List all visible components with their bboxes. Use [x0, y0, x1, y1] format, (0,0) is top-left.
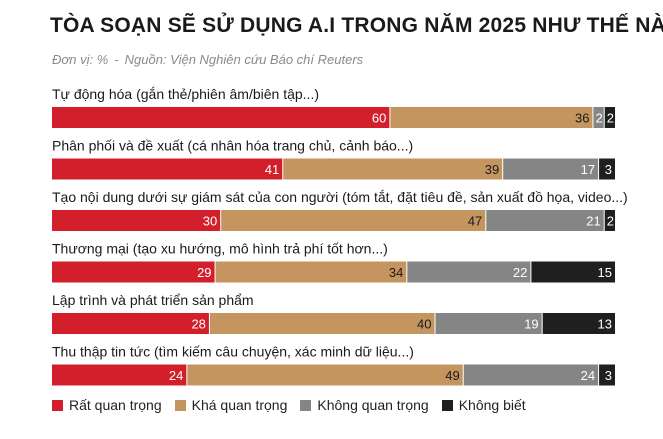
legend-label: Không quan trọng: [317, 397, 429, 413]
data-label: 3: [605, 162, 612, 177]
data-label: 30: [203, 214, 217, 229]
chart-legend: Rất quan trọng Khá quan trọng Không quan t…: [52, 397, 539, 413]
bar-segment: [52, 261, 215, 283]
legend-swatch: [174, 399, 186, 411]
bar-segment: [52, 107, 390, 128]
bar-segment: [221, 210, 486, 231]
subtitle-unit: Đơn vị: %: [52, 52, 109, 67]
category-label: Thu thập tin tức (tìm kiếm câu chuyện, x…: [52, 344, 414, 360]
legend-item: Không biết: [441, 397, 526, 413]
data-label: 3: [605, 368, 612, 383]
bar-segment: [604, 210, 615, 231]
data-label: 36: [575, 111, 589, 126]
category-label: Thương mại (tạo xu hướng, mô hình trả ph…: [52, 241, 388, 257]
bar-segment: [52, 210, 221, 231]
data-label: 28: [191, 317, 205, 332]
bar-segment: [390, 107, 593, 128]
data-label: 2: [595, 111, 602, 126]
bar-segment: [599, 364, 615, 386]
data-label: 29: [197, 265, 211, 280]
bar-segment: [283, 158, 503, 180]
bar-segment: [209, 313, 435, 334]
subtitle-source: Nguồn: Viện Nghiên cứu Báo chí Reuters: [124, 52, 364, 67]
data-label: 24: [581, 368, 595, 383]
data-label: 2: [607, 111, 614, 126]
category-label: Tự động hóa (gắn thẻ/phiên âm/biên tập..…: [52, 86, 319, 102]
bar-segment: [435, 313, 542, 334]
bar-segment: [531, 261, 615, 283]
legend-swatch: [52, 399, 63, 411]
legend-swatch: [441, 399, 453, 411]
bar-segment: [486, 210, 604, 231]
data-label: 60: [372, 111, 386, 126]
bar-segment: [593, 107, 604, 128]
legend-label: Rất quan trọng: [69, 397, 162, 413]
bar-segment: [604, 107, 615, 128]
data-label: 34: [389, 265, 403, 280]
data-label: 15: [598, 265, 612, 280]
legend-item: Khá quan trọng: [174, 397, 288, 413]
data-label: 22: [513, 265, 527, 280]
chart-title: TÒA SOẠN SẼ SỬ DỤNG A.I TRONG NĂM 2025 N…: [50, 14, 663, 37]
data-label: 17: [581, 162, 595, 177]
chart-subtitle: Đơn vị: % - Nguồn: Viện Nghiên cứu Báo chí…: [52, 52, 363, 67]
legend-item: Rất quan trọng: [52, 397, 162, 413]
data-label: 2: [607, 214, 614, 229]
bar-segment: [52, 364, 187, 386]
legend-swatch: [300, 399, 312, 411]
data-label: 40: [417, 317, 431, 332]
legend-item: Không quan trọng: [300, 397, 429, 413]
bar-segment: [542, 313, 615, 334]
data-label: 41: [265, 162, 279, 177]
category-label: Lập trình và phát triển sản phẩm: [52, 292, 254, 308]
bar-segment: [463, 364, 599, 386]
bar-segment: [52, 313, 209, 334]
data-label: 49: [445, 368, 459, 383]
data-label: 21: [586, 214, 600, 229]
category-label: Phân phối và đề xuất (cá nhân hóa trang …: [52, 138, 413, 154]
data-label: 13: [598, 317, 612, 332]
legend-label: Không biết: [458, 397, 526, 413]
data-label: 24: [169, 368, 183, 383]
bar-segment: [599, 158, 615, 180]
subtitle-separator: -: [114, 52, 119, 67]
bar-segment: [187, 364, 463, 386]
bar-segment: [215, 261, 407, 283]
data-label: 39: [485, 162, 499, 177]
data-label: 19: [524, 317, 538, 332]
category-label: Tạo nội dung dưới sự giám sát của con ng…: [52, 189, 628, 205]
legend-label: Khá quan trọng: [191, 397, 288, 413]
bar-segment: [503, 158, 599, 180]
bar-segment: [407, 261, 531, 283]
bar-segment: [52, 158, 283, 180]
data-label: 47: [468, 214, 482, 229]
